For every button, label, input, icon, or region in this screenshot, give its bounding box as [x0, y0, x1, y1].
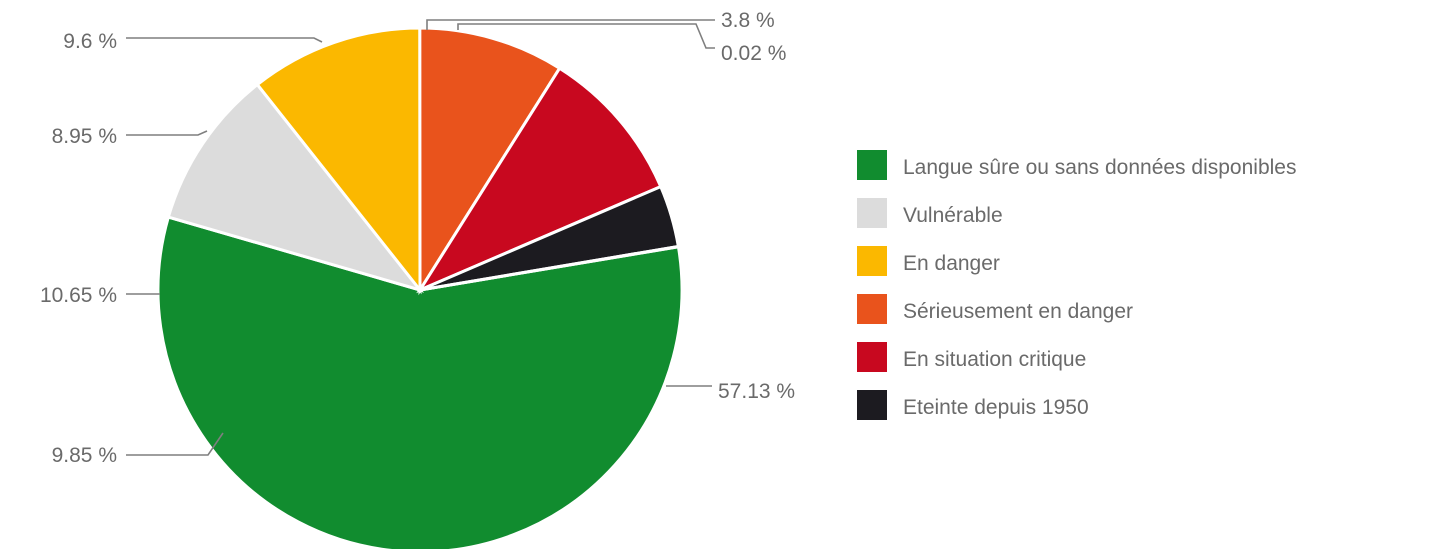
data-label-6: 3.8 % [721, 9, 775, 32]
pie-slice-1 [156, 215, 684, 549]
leader-line-2 [126, 432, 224, 456]
data-label-5: 9.6 % [63, 30, 117, 53]
leader-line-4 [126, 130, 208, 136]
pie-slice-2 [166, 82, 425, 293]
pie-slices [156, 26, 684, 549]
legend-swatch-6 [857, 390, 887, 420]
leader-line-7 [457, 23, 715, 49]
legend-swatch-3 [857, 246, 887, 276]
pie-slice-3 [255, 26, 422, 295]
legend-swatch-4 [857, 294, 887, 324]
pie-slice-7 [419, 244, 681, 292]
legend-swatch-2 [857, 198, 887, 228]
data-label-4: 8.95 % [52, 125, 117, 148]
legend-swatch-5 [857, 342, 887, 372]
legend: Langue sûre ou sans données disponibles V… [857, 150, 1296, 420]
legend-label-2: Vulnérable [903, 204, 1003, 227]
leader-line-5 [126, 37, 323, 43]
data-label-7: 0.02 % [721, 42, 786, 65]
pie-labels: 57.13 % 9.85 % 10.65 % 8.95 % 9.6 % 3.8 % 0.02… [40, 9, 795, 467]
pie-slice-5 [416, 66, 663, 294]
legend-swatch-1 [857, 150, 887, 180]
legend-label-4: Sérieusement en danger [903, 300, 1133, 323]
data-label-2: 9.85 % [52, 444, 117, 467]
data-label-3: 10.65 % [40, 284, 117, 307]
legend-label-1: Langue sûre ou sans données disponibles [903, 156, 1296, 179]
legend-label-3: En danger [903, 252, 1000, 275]
leader-line-6 [426, 19, 715, 30]
data-label-1: 57.13 % [718, 380, 795, 403]
legend-label-6: Eteinte depuis 1950 [903, 396, 1089, 419]
legend-label-5: En situation critique [903, 348, 1086, 371]
